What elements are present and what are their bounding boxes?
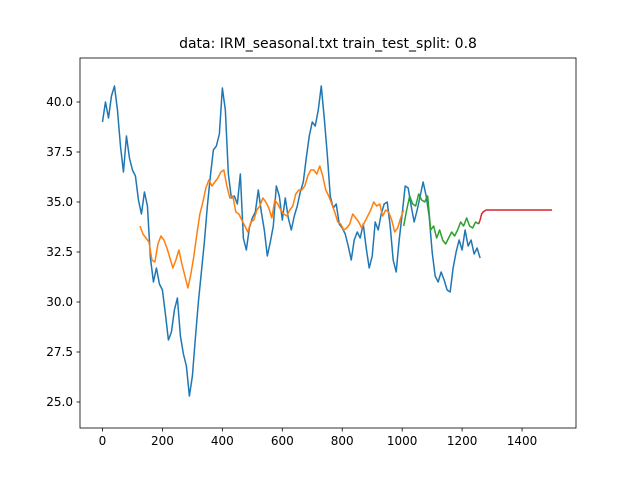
y-axis: 25.0 27.5 30.0 32.5 35.0 37.5 40.0 (46, 95, 80, 409)
plot-area (101, 85, 553, 397)
series-line-2 (402, 193, 480, 245)
chart-title: data: IRM_seasonal.txt train_test_split:… (179, 36, 477, 52)
axes-frame (79, 57, 577, 429)
x-tick-label: 1200 (447, 434, 478, 448)
series-line-1 (139, 165, 405, 289)
y-tick-label: 32.5 (46, 245, 73, 259)
series-line-0 (101, 85, 481, 397)
x-tick-label: 1400 (507, 434, 538, 448)
x-tick-label: 200 (151, 434, 174, 448)
y-tick-label: 40.0 (46, 95, 73, 109)
x-tick-label: 400 (211, 434, 234, 448)
y-tick-label: 25.0 (46, 395, 73, 409)
series-line-3 (477, 209, 553, 225)
x-tick-label: 600 (271, 434, 294, 448)
y-tick-label: 30.0 (46, 295, 73, 309)
x-tick-label: 1000 (387, 434, 418, 448)
x-axis: 0 200 400 600 800 1000 1200 1400 (99, 428, 538, 448)
y-tick-label: 35.0 (46, 195, 73, 209)
y-tick-label: 27.5 (46, 345, 73, 359)
y-tick-label: 37.5 (46, 145, 73, 159)
x-tick-label: 0 (99, 434, 107, 448)
x-tick-label: 800 (331, 434, 354, 448)
